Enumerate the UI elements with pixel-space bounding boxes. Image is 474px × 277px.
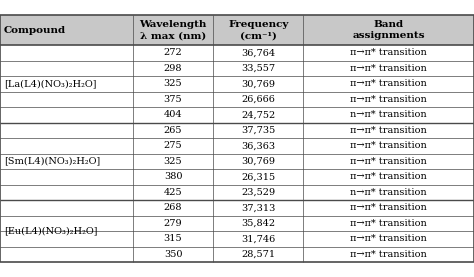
Text: 268: 268: [164, 203, 182, 212]
Text: 23,529: 23,529: [241, 188, 275, 197]
Text: π→π* transition: π→π* transition: [350, 203, 427, 212]
Text: π→π* transition: π→π* transition: [350, 64, 427, 73]
Text: Band
assignments: Band assignments: [353, 20, 425, 40]
Text: 404: 404: [164, 110, 182, 119]
Text: n→π* transition: n→π* transition: [350, 188, 427, 197]
Text: 275: 275: [164, 141, 182, 150]
Text: 350: 350: [164, 250, 182, 259]
Text: 325: 325: [164, 79, 182, 88]
Bar: [0, 45, 474, 262]
Text: π→π* transition: π→π* transition: [350, 234, 427, 243]
Text: [Eu(L4)(NO₃)₂H₂O]: [Eu(L4)(NO₃)₂H₂O]: [4, 227, 97, 235]
Text: 26,315: 26,315: [241, 172, 275, 181]
Text: [Sm(L4)(NO₃)₂H₂O]: [Sm(L4)(NO₃)₂H₂O]: [4, 157, 100, 166]
Text: n→π* transition: n→π* transition: [350, 110, 427, 119]
Text: [La(L4)(NO₃)₂H₂O]: [La(L4)(NO₃)₂H₂O]: [4, 79, 96, 88]
Text: 279: 279: [164, 219, 182, 228]
Text: 425: 425: [164, 188, 182, 197]
Text: π→π* transition: π→π* transition: [350, 141, 427, 150]
Text: Compound: Compound: [4, 25, 66, 35]
Text: 375: 375: [164, 95, 182, 104]
Text: 37,313: 37,313: [241, 203, 275, 212]
Text: π→π* transition: π→π* transition: [350, 172, 427, 181]
Text: 24,752: 24,752: [241, 110, 275, 119]
Text: π→π* transition: π→π* transition: [350, 157, 427, 166]
Text: 35,842: 35,842: [241, 219, 275, 228]
Text: 37,735: 37,735: [241, 126, 275, 135]
Text: π→π* transition: π→π* transition: [350, 250, 427, 259]
Text: 30,769: 30,769: [241, 79, 275, 88]
Bar: [0, 15, 474, 45]
Text: 325: 325: [164, 157, 182, 166]
Text: 298: 298: [164, 64, 182, 73]
Text: Wavelength
λ max (nm): Wavelength λ max (nm): [139, 20, 207, 40]
Text: 36,764: 36,764: [241, 48, 275, 57]
Text: π→π* transition: π→π* transition: [350, 48, 427, 57]
Text: π→π* transition: π→π* transition: [350, 126, 427, 135]
Text: 272: 272: [164, 48, 182, 57]
Text: 28,571: 28,571: [241, 250, 275, 259]
Text: 31,746: 31,746: [241, 234, 275, 243]
Text: 265: 265: [164, 126, 182, 135]
Text: 33,557: 33,557: [241, 64, 275, 73]
Text: 26,666: 26,666: [241, 95, 275, 104]
Text: 315: 315: [164, 234, 182, 243]
Text: π→π* transition: π→π* transition: [350, 79, 427, 88]
Text: 30,769: 30,769: [241, 157, 275, 166]
Text: 380: 380: [164, 172, 182, 181]
Text: π→π* transition: π→π* transition: [350, 95, 427, 104]
Text: π→π* transition: π→π* transition: [350, 219, 427, 228]
Text: Frequency
(cm⁻¹): Frequency (cm⁻¹): [228, 20, 289, 40]
Text: 36,363: 36,363: [241, 141, 275, 150]
